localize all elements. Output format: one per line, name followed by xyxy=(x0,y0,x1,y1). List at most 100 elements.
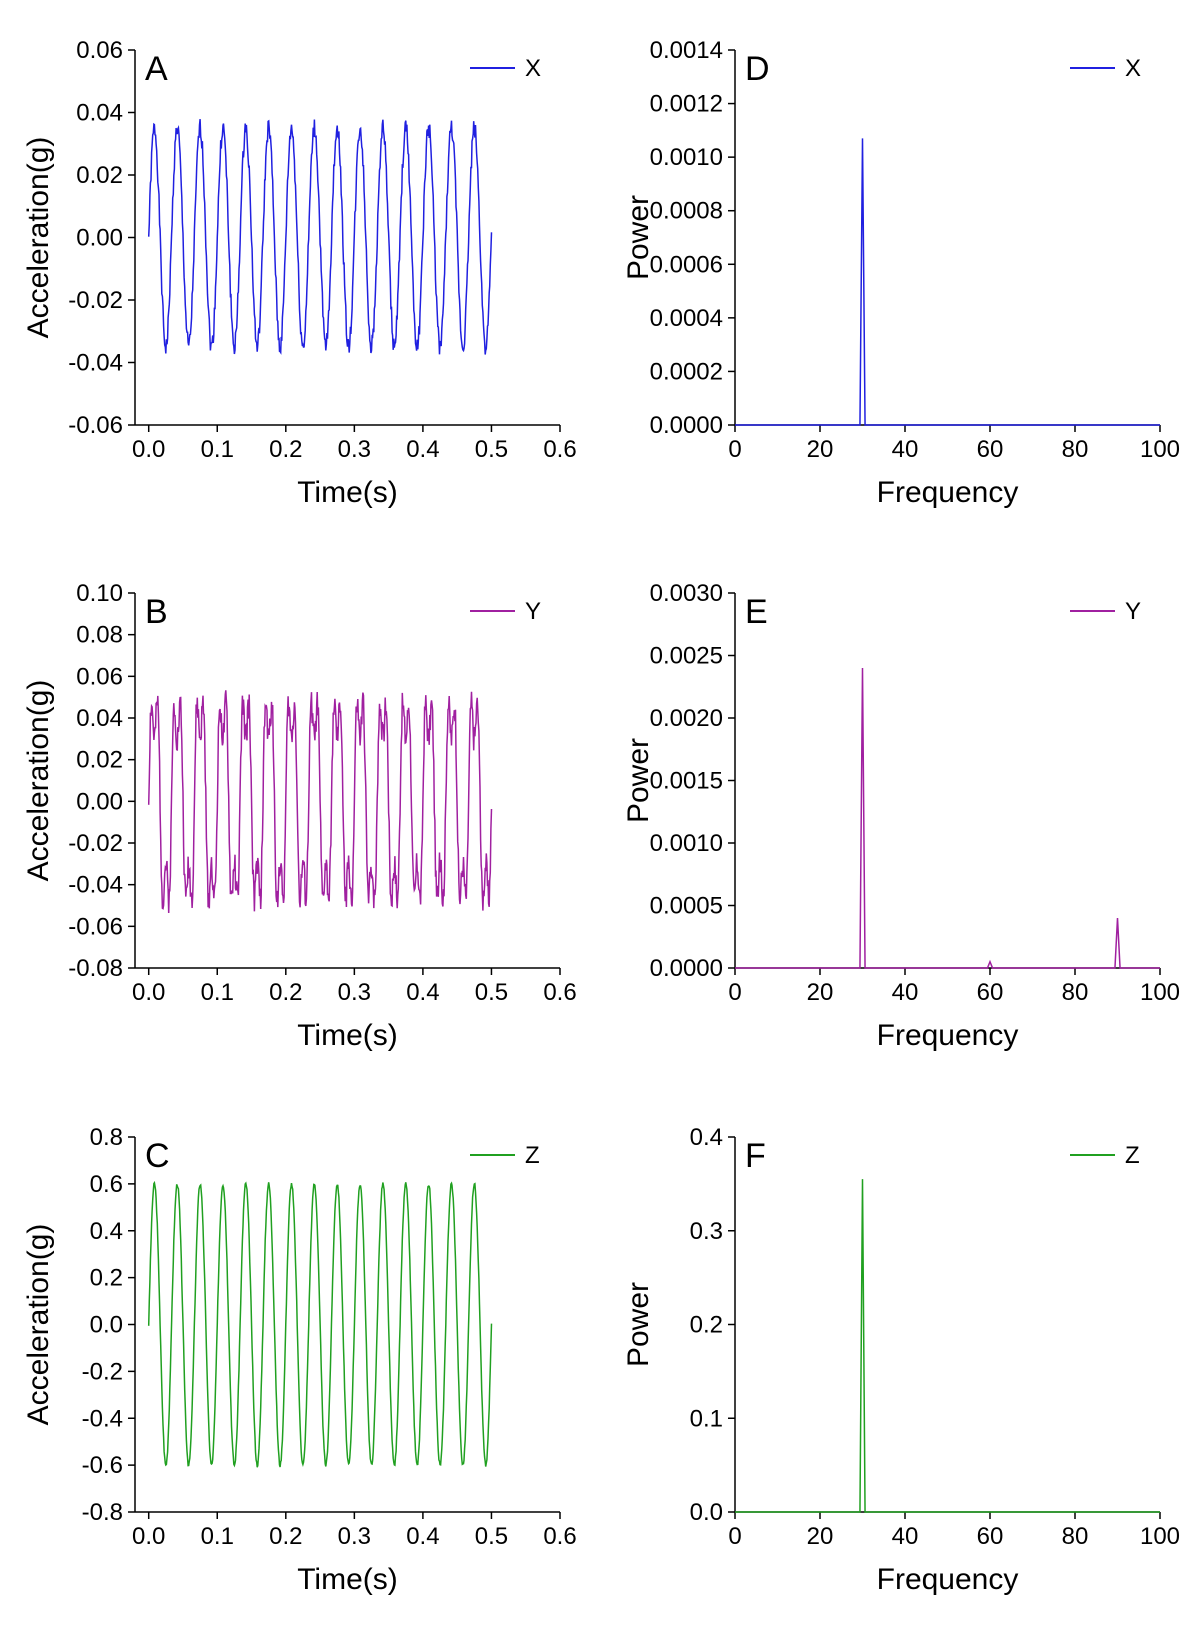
xtick-label: 0.0 xyxy=(132,979,165,1006)
xtick-label: 80 xyxy=(1062,436,1089,463)
ytick-label: 0.0025 xyxy=(650,643,723,670)
data-line xyxy=(149,1182,492,1467)
xtick-label: 0.6 xyxy=(543,1523,576,1550)
xtick-label: 0.2 xyxy=(269,979,302,1006)
chart-C: 0.00.10.20.30.40.50.6-0.8-0.6-0.4-0.20.0… xyxy=(20,1107,580,1607)
legend-label: Y xyxy=(1125,598,1141,625)
xlabel: Time(s) xyxy=(297,476,398,509)
chart-F: 0204060801000.00.10.20.30.4FrequencyPowe… xyxy=(620,1107,1180,1607)
ylabel: Power xyxy=(622,195,655,280)
ytick-label: 0.3 xyxy=(690,1217,723,1244)
data-line xyxy=(735,138,1160,425)
ytick-label: -0.02 xyxy=(68,830,123,857)
xtick-label: 0 xyxy=(728,436,741,463)
ytick-label: 0.4 xyxy=(690,1124,723,1151)
data-line xyxy=(735,668,1160,968)
ytick-label: -0.04 xyxy=(68,350,123,377)
xtick-label: 80 xyxy=(1062,1523,1089,1550)
xtick-label: 100 xyxy=(1140,1523,1180,1550)
xtick-label: 20 xyxy=(807,1523,834,1550)
ytick-label: 0.2 xyxy=(690,1311,723,1338)
ytick-label: 0.0010 xyxy=(650,830,723,857)
ytick-label: -0.8 xyxy=(82,1499,123,1526)
ytick-label: 0.0030 xyxy=(650,580,723,607)
legend-label: Z xyxy=(525,1142,540,1169)
xtick-label: 0.0 xyxy=(132,1523,165,1550)
panel-F: 0204060801000.00.10.20.30.4FrequencyPowe… xyxy=(620,1107,1180,1620)
xtick-label: 0.0 xyxy=(132,436,165,463)
ytick-label: 0.0000 xyxy=(650,955,723,982)
ytick-label: -0.06 xyxy=(68,412,123,439)
xlabel: Time(s) xyxy=(297,1563,398,1596)
ytick-label: 0.06 xyxy=(76,37,123,64)
xtick-label: 0.3 xyxy=(338,1523,371,1550)
ytick-label: 0.4 xyxy=(90,1217,123,1244)
xtick-label: 0.1 xyxy=(201,1523,234,1550)
ytick-label: -0.6 xyxy=(82,1452,123,1479)
panel-D: 0204060801000.00000.00020.00040.00060.00… xyxy=(620,20,1180,533)
ytick-label: -0.02 xyxy=(68,287,123,314)
panel-label: C xyxy=(145,1137,170,1175)
xtick-label: 0 xyxy=(728,979,741,1006)
ytick-label: 0.08 xyxy=(76,622,123,649)
data-line xyxy=(149,691,492,914)
ytick-label: 0.10 xyxy=(76,580,123,607)
ytick-label: 0.0012 xyxy=(650,91,723,118)
xtick-label: 100 xyxy=(1140,979,1180,1006)
xtick-label: 0 xyxy=(728,1523,741,1550)
xlabel: Frequency xyxy=(877,1563,1019,1596)
xtick-label: 0.5 xyxy=(475,979,508,1006)
xtick-label: 60 xyxy=(977,1523,1004,1550)
xtick-label: 0.1 xyxy=(201,436,234,463)
data-line xyxy=(149,119,492,354)
xtick-label: 0.1 xyxy=(201,979,234,1006)
panel-label: E xyxy=(745,593,768,631)
ytick-label: 0.0014 xyxy=(650,37,723,64)
xtick-label: 0.3 xyxy=(338,979,371,1006)
chart-E: 0204060801000.00000.00050.00100.00150.00… xyxy=(620,563,1180,1063)
ytick-label: 0.04 xyxy=(76,100,123,127)
panel-label: A xyxy=(145,50,168,88)
ytick-label: -0.08 xyxy=(68,955,123,982)
legend-label: X xyxy=(525,55,541,82)
xtick-label: 0.2 xyxy=(269,436,302,463)
ylabel: Acceleration(g) xyxy=(22,137,55,339)
xtick-label: 0.2 xyxy=(269,1523,302,1550)
xtick-label: 60 xyxy=(977,979,1004,1006)
ytick-label: 0.0010 xyxy=(650,144,723,171)
ytick-label: 0.04 xyxy=(76,705,123,732)
ylabel: Acceleration(g) xyxy=(22,1223,55,1425)
ytick-label: -0.2 xyxy=(82,1358,123,1385)
xtick-label: 0.6 xyxy=(543,979,576,1006)
ytick-label: 0.8 xyxy=(90,1124,123,1151)
ytick-label: 0.02 xyxy=(76,747,123,774)
xtick-label: 0.6 xyxy=(543,436,576,463)
xtick-label: 0.4 xyxy=(406,436,439,463)
xtick-label: 0.5 xyxy=(475,1523,508,1550)
ytick-label: 0.0000 xyxy=(650,412,723,439)
ytick-label: 0.2 xyxy=(90,1264,123,1291)
xtick-label: 60 xyxy=(977,436,1004,463)
ytick-label: 0.00 xyxy=(76,225,123,252)
legend-label: Z xyxy=(1125,1142,1140,1169)
xtick-label: 0.4 xyxy=(406,979,439,1006)
ylabel: Power xyxy=(622,1282,655,1367)
ytick-label: 0.0015 xyxy=(650,768,723,795)
ytick-label: 0.1 xyxy=(690,1405,723,1432)
xtick-label: 40 xyxy=(892,979,919,1006)
xtick-label: 40 xyxy=(892,436,919,463)
ytick-label: 0.06 xyxy=(76,664,123,691)
ylabel: Power xyxy=(622,738,655,823)
panel-A: 0.00.10.20.30.40.50.6-0.06-0.04-0.020.00… xyxy=(20,20,580,533)
chart-D: 0204060801000.00000.00020.00040.00060.00… xyxy=(620,20,1180,520)
xtick-label: 20 xyxy=(807,436,834,463)
ytick-label: 0.0008 xyxy=(650,198,723,225)
ytick-label: 0.0 xyxy=(90,1311,123,1338)
xtick-label: 0.3 xyxy=(338,436,371,463)
ytick-label: 0.0020 xyxy=(650,705,723,732)
panel-label: D xyxy=(745,50,770,88)
xtick-label: 80 xyxy=(1062,979,1089,1006)
ytick-label: 0.0006 xyxy=(650,251,723,278)
xtick-label: 20 xyxy=(807,979,834,1006)
chart-A: 0.00.10.20.30.40.50.6-0.06-0.04-0.020.00… xyxy=(20,20,580,520)
